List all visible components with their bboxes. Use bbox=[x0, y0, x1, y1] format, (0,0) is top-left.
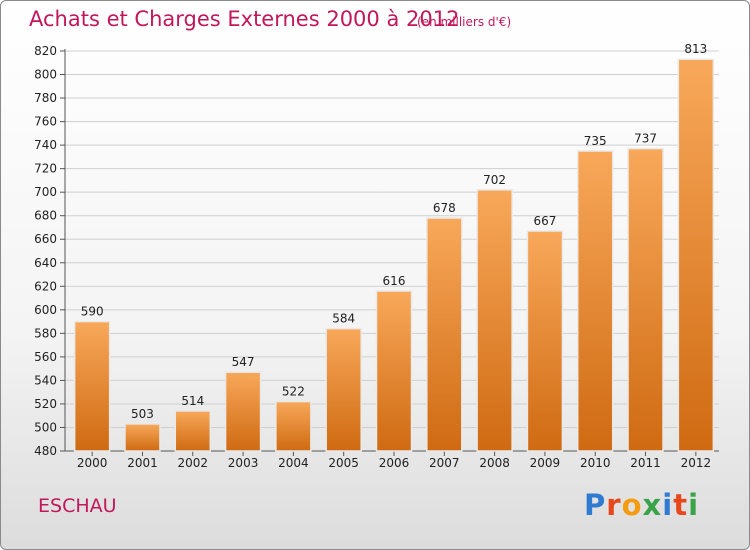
value-label: 590 bbox=[81, 305, 104, 319]
y-tick-label: 740 bbox=[34, 138, 57, 152]
bar-2008 bbox=[476, 189, 513, 452]
bar-2007 bbox=[426, 217, 463, 452]
x-tick-label: 2012 bbox=[681, 456, 712, 470]
bar-2010 bbox=[576, 150, 614, 452]
chart-title: Achats et Charges Externes 2000 à 2012 bbox=[29, 7, 460, 31]
value-labels: 590 503 514 547 522 584 616 678 702 667 735 737 813 bbox=[81, 42, 708, 421]
bar-2002 bbox=[174, 410, 212, 452]
logo-letter: o bbox=[621, 488, 643, 522]
y-tick-label: 760 bbox=[34, 115, 57, 129]
bars bbox=[73, 58, 715, 452]
y-tick-label: 580 bbox=[34, 326, 57, 340]
y-tick-label: 480 bbox=[34, 444, 57, 458]
x-tick-label: 2008 bbox=[479, 456, 510, 470]
value-label: 702 bbox=[483, 173, 506, 187]
logo-letter: i bbox=[688, 488, 700, 522]
y-tick-label: 720 bbox=[34, 162, 57, 176]
logo-letter: t bbox=[673, 488, 689, 522]
bar-2012 bbox=[677, 58, 715, 452]
value-label: 678 bbox=[433, 201, 456, 215]
x-tick-label: 2010 bbox=[580, 456, 611, 470]
y-tick-label: 620 bbox=[34, 279, 57, 293]
proxiti-logo: Proxiti bbox=[584, 488, 699, 522]
bar-2006 bbox=[375, 290, 413, 452]
value-label: 522 bbox=[282, 385, 305, 399]
bar-2005 bbox=[325, 327, 362, 452]
logo-letter: r bbox=[606, 488, 622, 522]
bar-2004 bbox=[275, 400, 312, 452]
x-tick-labels: 2000 2001 2002 2003 2004 2005 2006 2007 2008 2009… bbox=[77, 456, 711, 470]
bar-2009 bbox=[526, 230, 564, 452]
y-tick-label: 780 bbox=[34, 91, 57, 105]
logo-letter: x bbox=[642, 488, 663, 522]
chart-subtitle: (en milliers d'€) bbox=[417, 15, 512, 29]
value-label: 616 bbox=[383, 274, 406, 288]
y-tick-labels: 480 500 520 540 560 580 600 620 640 660 680 700 720 7… bbox=[34, 44, 57, 458]
value-label: 584 bbox=[332, 312, 355, 326]
bar-2001 bbox=[124, 423, 161, 452]
y-tick-label: 660 bbox=[34, 232, 57, 246]
x-tick-label: 2000 bbox=[77, 456, 108, 470]
x-tick-label: 2004 bbox=[278, 456, 309, 470]
value-label: 667 bbox=[533, 214, 556, 228]
logo-letter: P bbox=[584, 488, 607, 522]
x-tick-label: 2007 bbox=[429, 456, 460, 470]
x-tick-label: 2006 bbox=[379, 456, 410, 470]
value-label: 813 bbox=[684, 42, 707, 56]
value-label: 735 bbox=[584, 134, 607, 148]
y-tick-label: 820 bbox=[34, 44, 57, 58]
value-label: 514 bbox=[181, 394, 204, 408]
value-label: 737 bbox=[634, 132, 657, 146]
x-tick-label: 2005 bbox=[328, 456, 359, 470]
y-tick-label: 560 bbox=[34, 350, 57, 364]
y-tick-label: 600 bbox=[34, 303, 57, 317]
bar-2003 bbox=[224, 371, 262, 452]
x-tick-label: 2003 bbox=[228, 456, 259, 470]
value-label: 503 bbox=[131, 407, 154, 421]
x-tick-label: 2011 bbox=[630, 456, 661, 470]
y-tick-label: 520 bbox=[34, 397, 57, 411]
x-tick-label: 2001 bbox=[127, 456, 158, 470]
bar-2000 bbox=[73, 320, 111, 452]
place-name: ESCHAU bbox=[38, 495, 117, 517]
x-tick-label: 2002 bbox=[177, 456, 208, 470]
y-tick-label: 680 bbox=[34, 209, 57, 223]
y-tick-label: 700 bbox=[34, 185, 57, 199]
y-tick-label: 800 bbox=[34, 68, 57, 82]
y-tick-label: 500 bbox=[34, 420, 57, 434]
logo-letter: i bbox=[662, 488, 674, 522]
value-label: 547 bbox=[232, 355, 255, 369]
x-tick-label: 2009 bbox=[530, 456, 561, 470]
bar-2011 bbox=[627, 147, 664, 452]
y-tick-label: 640 bbox=[34, 256, 57, 270]
y-tick-label: 540 bbox=[34, 373, 57, 387]
